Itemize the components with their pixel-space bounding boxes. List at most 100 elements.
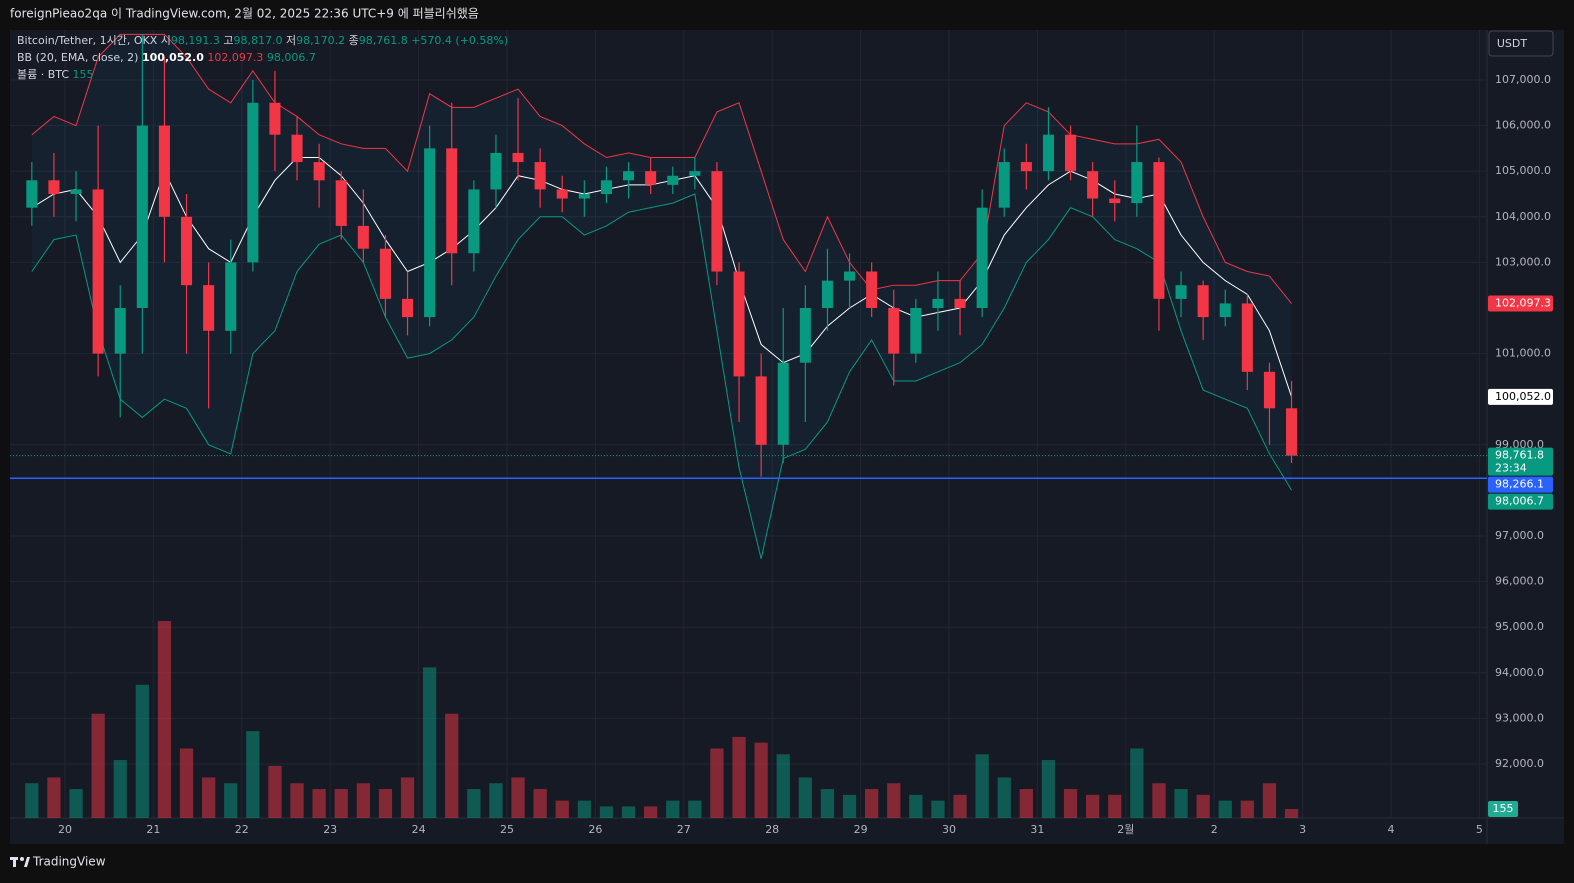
candle-body xyxy=(534,162,546,190)
x-tick-label: 26 xyxy=(588,823,602,836)
candle-body xyxy=(623,171,635,181)
candle-body xyxy=(379,248,391,299)
x-tick-label: 5 xyxy=(1476,823,1483,836)
price-tag-label: 98,006.7 xyxy=(1495,495,1544,508)
y-tick-label: 94,000.0 xyxy=(1495,666,1544,679)
volume-bar xyxy=(953,794,967,818)
candle-body xyxy=(1263,371,1275,409)
candle-body xyxy=(402,298,414,318)
volume-bar xyxy=(334,789,348,818)
candle-body xyxy=(1131,162,1143,204)
candle-body xyxy=(1219,303,1231,318)
x-tick-label: 21 xyxy=(146,823,160,836)
candle-body xyxy=(556,189,568,199)
volume-bar xyxy=(1262,783,1277,818)
volume-bar xyxy=(997,777,1011,818)
candle-body xyxy=(932,298,944,308)
volume-bar xyxy=(423,667,437,818)
brand: TradingView xyxy=(32,855,106,869)
candle-body xyxy=(291,134,303,163)
volume-bar xyxy=(356,783,370,818)
candle-body xyxy=(357,225,369,249)
x-tick-label: 23 xyxy=(323,823,337,836)
candle-body xyxy=(1020,162,1032,172)
candle-body xyxy=(203,285,215,331)
candle-body xyxy=(998,162,1010,208)
volume-bar xyxy=(599,806,614,818)
candle-body xyxy=(866,271,878,308)
volume-bar xyxy=(1284,809,1299,818)
candle-body xyxy=(247,102,259,263)
price-tag xyxy=(1488,388,1553,405)
legend: Bitcoin/Tether, 1시간, OKX 시98,191.3 고98,8… xyxy=(17,34,508,81)
x-tick-label: 28 xyxy=(765,823,779,836)
candle-body xyxy=(181,216,193,286)
volume-title: 볼륨 · BTC xyxy=(17,68,69,81)
volume-value: 155 xyxy=(73,68,94,81)
volume-bar xyxy=(1063,789,1078,818)
volume-bar xyxy=(1174,789,1188,818)
price-tag xyxy=(1488,476,1553,493)
candle-body xyxy=(1087,171,1099,199)
volume-bar xyxy=(511,777,525,818)
volume-bar xyxy=(1108,794,1122,818)
candle-body xyxy=(777,362,789,445)
logo-part xyxy=(13,857,16,867)
candle-body xyxy=(600,180,612,194)
bb-value: 102,097.3 xyxy=(207,51,263,64)
volume-bar xyxy=(202,777,216,818)
band-line xyxy=(31,33,1292,304)
candle-body xyxy=(799,307,811,363)
x-tick-label: 30 xyxy=(942,823,956,836)
volume-bar xyxy=(489,783,503,818)
volume-bar xyxy=(732,736,746,818)
volume-bar xyxy=(1019,789,1033,818)
x-tick-label: 2월 xyxy=(1117,823,1134,836)
x-tick-label: 24 xyxy=(412,823,426,836)
volume-bar xyxy=(666,800,680,818)
plot xyxy=(10,33,1487,818)
candle-body xyxy=(1286,408,1298,456)
candle-body xyxy=(26,180,38,208)
candle-body xyxy=(48,180,60,194)
bb-value: 100,052.0 xyxy=(142,51,204,64)
y-tick-label: 93,000.0 xyxy=(1495,711,1544,724)
axes: 20 21 22 23 24 25 26 27 28 29 30 31 2월 2 3 4 5107,000.01… xyxy=(58,73,1551,836)
candle-body xyxy=(645,171,657,185)
y-tick-label: 92,000.0 xyxy=(1495,757,1544,770)
volume-bar xyxy=(975,754,989,818)
volume-bar xyxy=(312,789,326,818)
y-tick-label: 95,000.0 xyxy=(1495,620,1544,633)
candle-body xyxy=(468,189,480,254)
volume-tag-label: 155 xyxy=(1493,802,1514,815)
price-axis xyxy=(1487,30,1564,818)
volume-bar xyxy=(1086,794,1100,818)
volume-bar xyxy=(400,777,415,818)
candle-body xyxy=(1197,285,1209,318)
footer-bar xyxy=(0,845,1574,883)
ohlc-label: 저 xyxy=(286,34,296,47)
ohlc-value: 98,817.0 xyxy=(234,34,283,47)
volume-bar xyxy=(290,783,304,818)
volume-bar xyxy=(69,789,83,818)
volume-bar xyxy=(710,748,724,818)
candle-body xyxy=(733,271,745,377)
change: +570.4 (+0.58%) xyxy=(411,34,508,47)
candle-body xyxy=(114,307,126,354)
candle-body xyxy=(136,125,148,308)
candle-body xyxy=(888,307,900,354)
candle-body xyxy=(490,152,502,190)
y-tick-label: 97,000.0 xyxy=(1495,529,1544,542)
ohlc-value: 98,761.8 xyxy=(359,34,408,47)
currency-button[interactable] xyxy=(1488,30,1554,57)
ohlc-label: 고 xyxy=(223,34,233,47)
x-tick-label: 27 xyxy=(677,823,691,836)
time-axis xyxy=(10,818,1564,844)
currency[interactable]: USDT xyxy=(1497,37,1528,50)
volume-bar xyxy=(577,800,591,818)
x-tick-label: 20 xyxy=(58,823,72,836)
brand-logo xyxy=(10,857,30,867)
candle-body xyxy=(158,125,170,217)
x-tick-label: 2 xyxy=(1211,823,1218,836)
